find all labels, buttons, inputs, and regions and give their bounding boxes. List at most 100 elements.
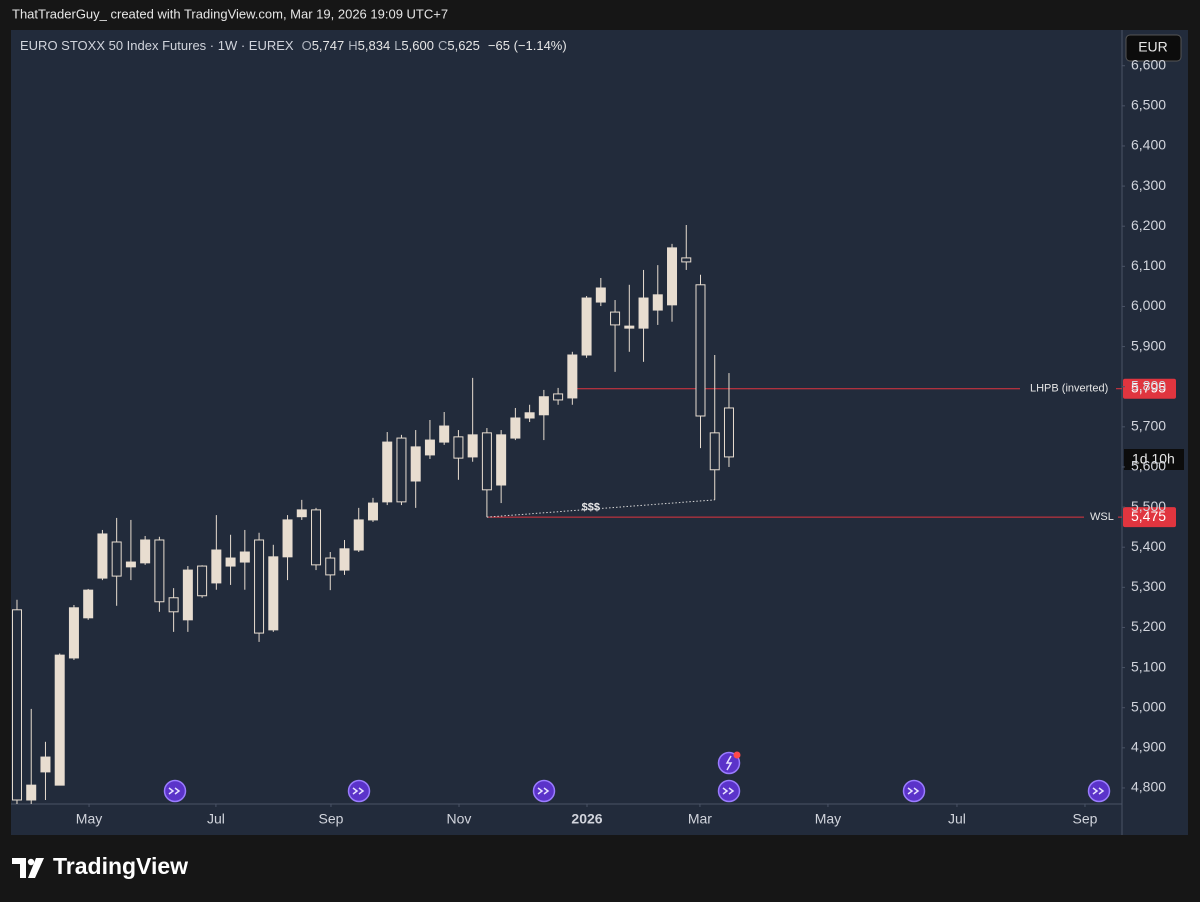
- candle-body: [296, 509, 307, 518]
- y-tick-label: 6,600: [1131, 56, 1166, 72]
- overlay: LHPB (inverted) 5,795 WSL 5,475: [1030, 378, 1176, 528]
- currency-button[interactable]: [1125, 34, 1182, 62]
- candle-body: [581, 297, 592, 356]
- candle-body: [339, 548, 350, 571]
- x-tick-label: Sep: [1073, 811, 1098, 827]
- candle-body: [652, 294, 663, 311]
- countdown: 1d 10h: [1132, 451, 1175, 467]
- y-tick-label: 6,200: [1131, 217, 1166, 233]
- candle-body: [40, 756, 51, 773]
- candle-body: [467, 434, 478, 458]
- candle-body: [439, 425, 450, 443]
- x-tick-label: Jul: [948, 811, 966, 827]
- x-tick-label: Nov: [447, 811, 472, 827]
- legend-value: 5,625: [447, 38, 480, 53]
- candle-body: [396, 437, 407, 503]
- candle-body: [168, 597, 179, 613]
- legend-value: 5,834: [358, 38, 391, 53]
- candle-body: [211, 549, 222, 584]
- candle-body: [553, 393, 564, 401]
- candle-body: [453, 436, 464, 459]
- y-tick-label: 5,400: [1131, 538, 1166, 554]
- x-tick-label: May: [76, 811, 102, 827]
- y-tick-label: 5,800: [1131, 377, 1166, 393]
- candle-body: [723, 407, 734, 458]
- candle-body: [125, 561, 136, 568]
- x-tick-label: May: [815, 811, 841, 827]
- liquidity-label: $$$: [582, 501, 600, 513]
- event-icon[interactable]: [163, 779, 187, 803]
- candle-body: [595, 287, 606, 303]
- x-tick-label: Sep: [319, 811, 344, 827]
- event-icon[interactable]: [532, 779, 556, 803]
- candle-body: [424, 439, 435, 456]
- brand-logo: [12, 858, 44, 878]
- candle-body: [367, 502, 378, 521]
- event-arrows: [168, 755, 1105, 795]
- event-icon[interactable]: [1087, 779, 1111, 803]
- candle-body: [111, 541, 122, 577]
- candle-body: [353, 519, 364, 551]
- chart-panel: [11, 30, 1188, 835]
- y-tick-label: 5,100: [1131, 658, 1166, 674]
- legend-key: H: [348, 38, 357, 53]
- candle-body: [496, 434, 507, 486]
- candle-body: [254, 539, 265, 634]
- x-tick-label: 2026: [571, 811, 602, 827]
- candle-body: [624, 325, 635, 329]
- price-label: 5,475: [1131, 508, 1166, 524]
- x-tick-label: Jul: [207, 811, 225, 827]
- candle-body: [510, 417, 521, 439]
- legend-key: O: [302, 38, 312, 53]
- price-label-box: [1123, 507, 1176, 528]
- countdown-box: [1124, 449, 1184, 470]
- candle-body: [709, 432, 720, 471]
- legend-change: −65 (−1.14%): [488, 38, 567, 53]
- candle-body: [638, 297, 649, 329]
- candle-body: [140, 539, 151, 564]
- legend: EURO STOXX 50 Index Futures · 1W · EUREX…: [20, 38, 567, 53]
- candle-body: [97, 533, 108, 579]
- y-tick-label: 5,300: [1131, 578, 1166, 594]
- candle-body: [68, 607, 79, 659]
- candle-body: [225, 557, 236, 567]
- candle-body: [681, 257, 692, 263]
- price-label-box: [1123, 378, 1176, 399]
- candle-body: [54, 654, 65, 786]
- candle-body: [481, 432, 492, 491]
- symbol: EURO STOXX 50 Index Futures · 1W · EUREX: [20, 38, 294, 53]
- candle-body: [268, 556, 279, 631]
- event-icons: [163, 751, 1111, 803]
- candle-body: [83, 589, 94, 619]
- y-tick-label: 5,600: [1131, 458, 1166, 474]
- y-tick-label: 4,900: [1131, 739, 1166, 755]
- event-icon[interactable]: [902, 779, 926, 803]
- event-icon[interactable]: [717, 779, 741, 803]
- candle-body: [695, 284, 706, 417]
- candle-body: [182, 569, 193, 621]
- candle-body: [154, 539, 165, 603]
- event-icon[interactable]: [347, 779, 371, 803]
- liquidity-line: [486, 499, 715, 518]
- y-tick-label: 5,900: [1131, 337, 1166, 353]
- y-tick-label: 6,300: [1131, 177, 1166, 193]
- y-tick-label: 5,200: [1131, 618, 1166, 634]
- y-tick-label: 4,800: [1131, 779, 1166, 795]
- legend-key: L: [394, 38, 401, 53]
- y-tick-label: 5,000: [1131, 698, 1166, 714]
- brand-name: TradingView: [53, 853, 188, 879]
- attribution: ThatTraderGuy_ created with TradingView.…: [12, 6, 448, 21]
- price-label: 5,795: [1131, 379, 1166, 395]
- candle-body: [239, 551, 250, 563]
- candle-body: [410, 446, 421, 482]
- y-tick-label: 6,100: [1131, 257, 1166, 273]
- legend-value: 5,747: [312, 38, 345, 53]
- y-tick-label: 6,400: [1131, 137, 1166, 153]
- candle-body: [26, 784, 37, 801]
- y-tick-label: 6,500: [1131, 97, 1166, 113]
- candle-body: [382, 441, 393, 503]
- y-tick-label: 5,500: [1131, 498, 1166, 514]
- candle-body: [524, 412, 535, 419]
- y-tick-label: 6,000: [1131, 297, 1166, 313]
